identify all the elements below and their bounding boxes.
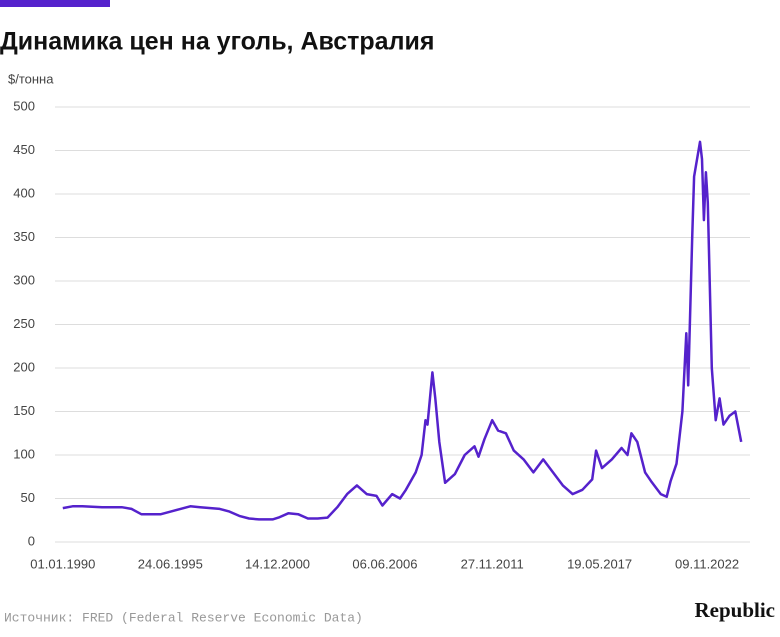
chart-title: Динамика цен на уголь, Австралия [0,28,434,56]
y-axis-unit: $/тонна [8,71,54,86]
y-tick-label: 350 [13,229,35,244]
x-tick-label: 24.06.1995 [138,556,203,571]
y-tick-label: 300 [13,272,35,287]
x-tick-label: 14.12.2000 [245,556,310,571]
y-tick-label: 50 [21,490,35,505]
x-tick-label: 27.11.2011 [461,556,524,571]
y-tick-label: 150 [13,403,35,418]
accent-bar [0,0,110,7]
price-line [62,140,743,521]
x-tick-label: 06.06.2006 [352,556,417,571]
y-tick-label: 0 [28,533,35,548]
x-tick-label: 01.01.1990 [30,556,95,571]
y-tick-label: 100 [13,446,35,461]
y-tick-label: 450 [13,142,35,157]
y-tick-label: 200 [13,359,35,374]
y-tick-label: 500 [13,98,35,113]
x-tick-label: 19.05.2017 [567,556,632,571]
x-tick-label: 09.11.2022 [675,556,739,571]
source: Источник: FRED (Federal Reserve Economic… [4,610,363,625]
logo: Republic [694,598,775,622]
y-tick-label: 250 [13,316,35,331]
y-tick-label: 400 [13,185,35,200]
